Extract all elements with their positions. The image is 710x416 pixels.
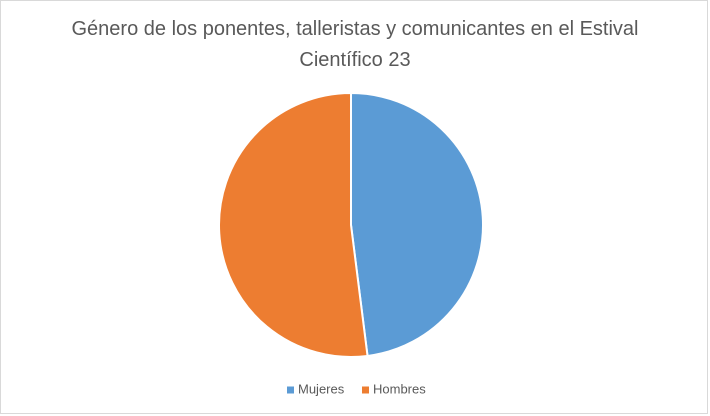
pie-slice [218, 91, 369, 358]
pie-slice [350, 91, 484, 358]
legend-swatch [287, 386, 294, 394]
legend-label: Hombres [373, 381, 426, 396]
legend-label: Mujeres [298, 381, 345, 396]
chart-title: Género de los ponentes, talleristas y co… [71, 18, 639, 71]
legend-swatch [362, 386, 369, 394]
